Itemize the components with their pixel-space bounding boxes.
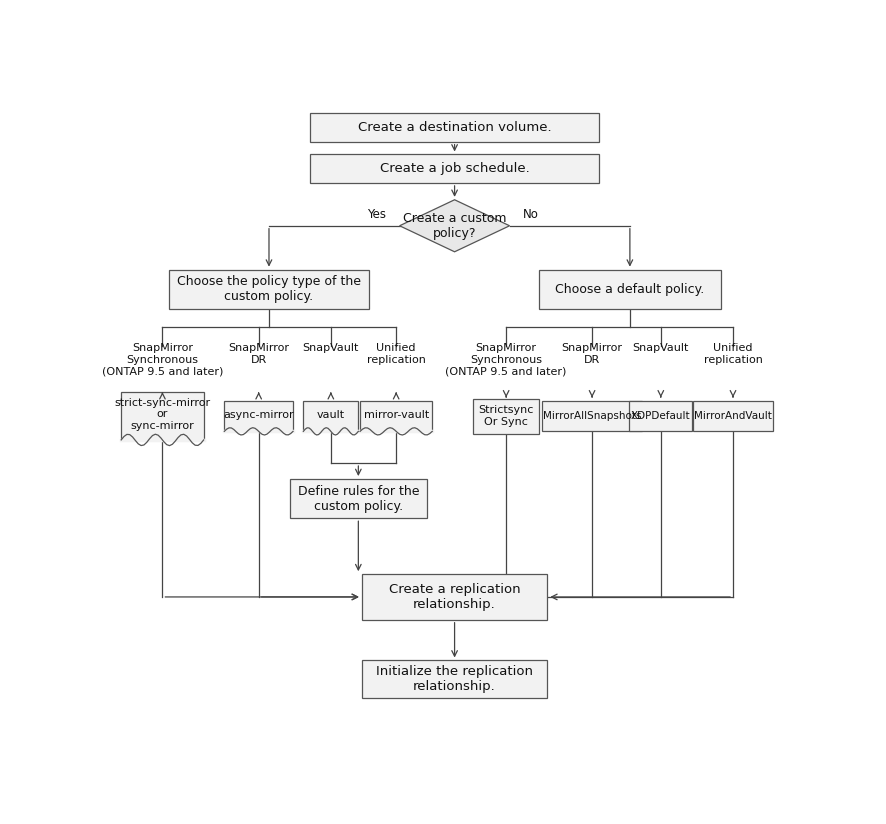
Text: Create a destination volume.: Create a destination volume. <box>357 121 551 134</box>
FancyBboxPatch shape <box>473 399 538 433</box>
Text: SnapVault: SnapVault <box>302 343 359 353</box>
Text: Choose the policy type of the
custom policy.: Choose the policy type of the custom pol… <box>177 275 361 303</box>
Text: strict-sync-mirror
or
sync-mirror: strict-sync-mirror or sync-mirror <box>114 398 210 431</box>
Polygon shape <box>399 199 509 252</box>
Text: Create a job schedule.: Create a job schedule. <box>379 162 529 176</box>
Text: Define rules for the
custom policy.: Define rules for the custom policy. <box>298 485 418 513</box>
FancyBboxPatch shape <box>541 401 641 431</box>
FancyBboxPatch shape <box>121 392 204 440</box>
Text: SnapMirror
Synchronous
(ONTAP 9.5 and later): SnapMirror Synchronous (ONTAP 9.5 and la… <box>445 343 566 377</box>
Text: Initialize the replication
relationship.: Initialize the replication relationship. <box>376 666 532 694</box>
Text: SnapMirror
Synchronous
(ONTAP 9.5 and later): SnapMirror Synchronous (ONTAP 9.5 and la… <box>102 343 223 377</box>
FancyBboxPatch shape <box>360 401 431 431</box>
Text: async-mirror: async-mirror <box>223 410 293 420</box>
FancyBboxPatch shape <box>361 574 547 620</box>
FancyBboxPatch shape <box>310 154 598 183</box>
Text: No: No <box>523 208 539 221</box>
Text: Unified
replication: Unified replication <box>703 343 762 365</box>
FancyBboxPatch shape <box>310 113 598 142</box>
FancyBboxPatch shape <box>290 479 427 518</box>
Text: SnapVault: SnapVault <box>632 343 688 353</box>
FancyBboxPatch shape <box>628 401 692 431</box>
Text: Strictsync
Or Sync: Strictsync Or Sync <box>478 405 533 427</box>
Text: MirrorAllSnapshots: MirrorAllSnapshots <box>542 411 641 421</box>
Text: vault: vault <box>316 410 345 420</box>
FancyBboxPatch shape <box>303 401 358 431</box>
Text: mirror-vault: mirror-vault <box>363 410 428 420</box>
Text: Create a custom
policy?: Create a custom policy? <box>402 212 506 240</box>
Text: Create a replication
relationship.: Create a replication relationship. <box>388 583 520 611</box>
Text: MirrorAndVault: MirrorAndVault <box>693 411 771 421</box>
FancyBboxPatch shape <box>538 269 720 309</box>
Text: Yes: Yes <box>367 208 385 221</box>
Text: SnapMirror
DR: SnapMirror DR <box>561 343 622 365</box>
Text: Unified
replication: Unified replication <box>366 343 425 365</box>
Text: SnapMirror
DR: SnapMirror DR <box>228 343 289 365</box>
FancyBboxPatch shape <box>693 401 772 431</box>
Text: XDPDefault: XDPDefault <box>630 411 690 421</box>
FancyBboxPatch shape <box>361 660 547 699</box>
FancyBboxPatch shape <box>224 401 292 431</box>
Text: Choose a default policy.: Choose a default policy. <box>555 283 703 296</box>
FancyBboxPatch shape <box>169 269 369 309</box>
